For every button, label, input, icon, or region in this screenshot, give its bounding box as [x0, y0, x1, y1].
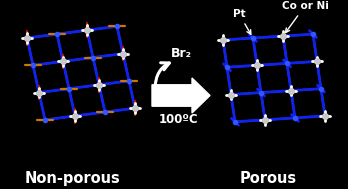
Text: Br₂: Br₂ — [171, 47, 191, 60]
Text: 100ºC: 100ºC — [159, 113, 199, 126]
Text: Pt: Pt — [233, 9, 251, 34]
Text: Co or Ni: Co or Ni — [282, 1, 329, 33]
FancyArrow shape — [152, 78, 210, 113]
Text: Porous: Porous — [239, 171, 296, 186]
Text: Non-porous: Non-porous — [24, 171, 120, 186]
